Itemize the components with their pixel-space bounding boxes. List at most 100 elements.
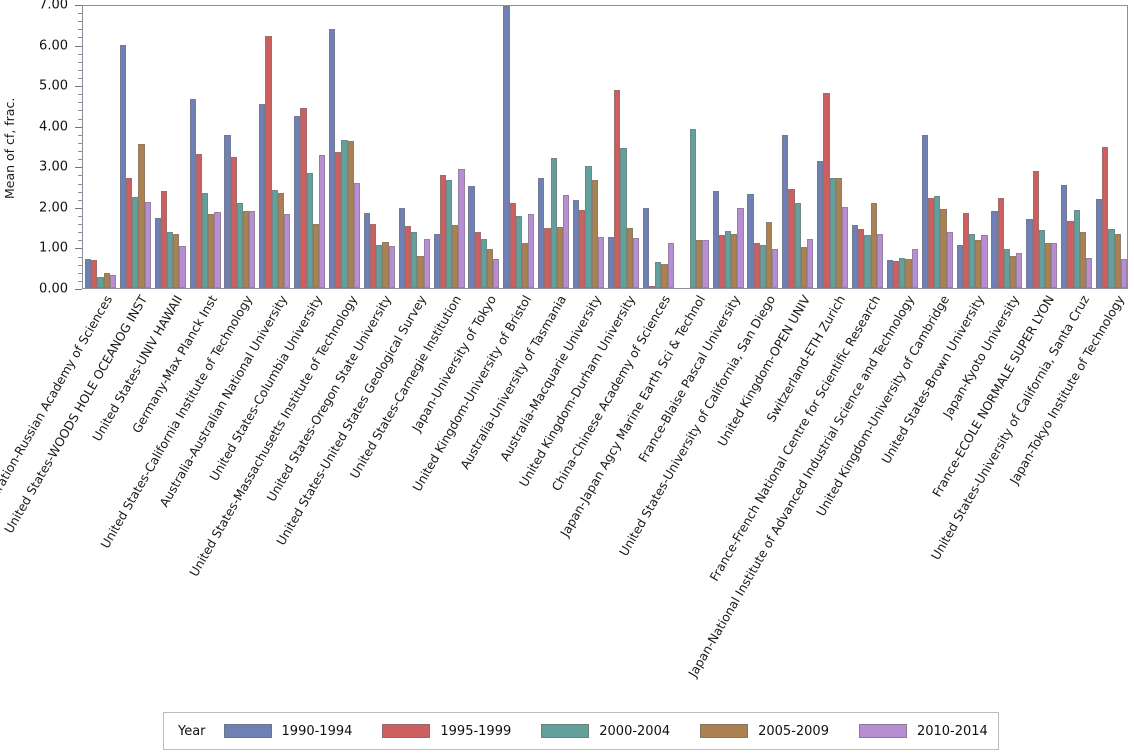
- bar-group: [84, 6, 116, 288]
- bar: [259, 104, 266, 288]
- bar: [782, 134, 789, 288]
- y-axis-minor-tick: [78, 69, 82, 71]
- bar: [731, 234, 738, 288]
- bar: [201, 193, 209, 288]
- bar-group: [363, 6, 395, 288]
- bar: [125, 178, 133, 288]
- bar: [737, 208, 744, 288]
- bar: [940, 208, 947, 288]
- bar-group: [817, 6, 849, 288]
- y-axis-minor-tick: [78, 37, 82, 39]
- bar: [236, 202, 243, 288]
- bar-group: [154, 6, 186, 288]
- bar: [981, 235, 988, 288]
- bar: [458, 168, 465, 288]
- y-axis-minor-tick: [78, 94, 82, 96]
- bar: [452, 225, 459, 288]
- y-axis-tick: [75, 86, 82, 88]
- bar-group: [782, 6, 814, 288]
- bar-group: [642, 6, 674, 288]
- plot-area: [82, 5, 1128, 289]
- bar: [173, 234, 180, 288]
- bar: [702, 240, 709, 288]
- bar: [312, 223, 319, 288]
- bar: [911, 249, 918, 288]
- legend-entry[interactable]: 1995-1999: [382, 724, 511, 739]
- bar: [1114, 234, 1121, 288]
- bar: [277, 193, 285, 288]
- bar-group: [921, 6, 953, 288]
- bar: [249, 210, 256, 288]
- bar-group: [259, 6, 291, 288]
- bar: [265, 35, 272, 288]
- bar: [747, 194, 754, 288]
- bar: [956, 244, 963, 288]
- bar: [841, 206, 849, 288]
- bar: [607, 237, 615, 288]
- y-axis-minor-tick: [78, 191, 82, 193]
- bar: [411, 232, 418, 288]
- bar: [417, 256, 424, 288]
- bar-group: [468, 6, 500, 288]
- bar: [318, 154, 326, 288]
- y-axis-minor-tick: [78, 215, 82, 217]
- bar: [870, 202, 877, 288]
- legend-entry[interactable]: 2010-2014: [858, 723, 988, 739]
- bar: [620, 147, 627, 288]
- bar: [404, 226, 412, 288]
- bar-group: [503, 6, 535, 288]
- bar: [800, 247, 808, 288]
- bar: [899, 257, 906, 288]
- bar: [487, 249, 494, 288]
- bar: [230, 156, 237, 288]
- legend-swatch: [541, 724, 590, 738]
- bar: [876, 234, 883, 288]
- y-axis-minor-tick: [78, 272, 82, 274]
- y-axis-minor-tick: [78, 29, 82, 31]
- bar: [493, 258, 500, 288]
- bar-group: [433, 6, 465, 288]
- bar: [109, 275, 116, 288]
- bars-layer: [83, 6, 1128, 288]
- bar: [585, 166, 592, 288]
- bar: [138, 143, 145, 288]
- bar: [1032, 170, 1039, 288]
- bar: [503, 6, 510, 288]
- legend-entry[interactable]: 1990-1994: [223, 723, 353, 739]
- bar: [858, 229, 865, 288]
- bar: [946, 232, 953, 288]
- y-axis-minor-tick: [78, 61, 82, 63]
- bar-group: [607, 6, 639, 288]
- bar: [1067, 220, 1074, 288]
- legend-swatch: [382, 724, 431, 738]
- bar-group: [956, 6, 988, 288]
- y-axis-minor-tick: [78, 256, 82, 258]
- legend-label: 2000-2004: [599, 723, 671, 739]
- bar: [893, 261, 900, 288]
- legend-entry[interactable]: 2000-2004: [541, 724, 670, 739]
- bar: [329, 29, 336, 288]
- bar: [975, 240, 982, 288]
- bar: [1061, 184, 1068, 288]
- bar-group: [189, 6, 221, 288]
- bar: [597, 237, 605, 288]
- bar: [772, 249, 779, 288]
- bar: [132, 197, 139, 288]
- y-axis-minor-tick: [78, 53, 82, 55]
- bar: [119, 44, 126, 288]
- y-axis-tick: [75, 207, 82, 209]
- y-axis-tick-label: 0.00: [39, 281, 68, 297]
- y-axis-minor-tick: [78, 264, 82, 266]
- bar: [753, 242, 760, 288]
- bar: [1003, 248, 1011, 288]
- legend-label: 2010-2014: [916, 723, 988, 739]
- legend-label: 1990-1994: [281, 723, 353, 739]
- y-axis-minor-tick: [78, 224, 82, 226]
- legend-entry[interactable]: 2005-2009: [700, 724, 829, 739]
- bar: [439, 174, 446, 288]
- bar: [562, 194, 570, 288]
- bar: [242, 210, 250, 288]
- bar: [544, 227, 551, 288]
- bar: [335, 152, 342, 288]
- bar: [823, 93, 830, 288]
